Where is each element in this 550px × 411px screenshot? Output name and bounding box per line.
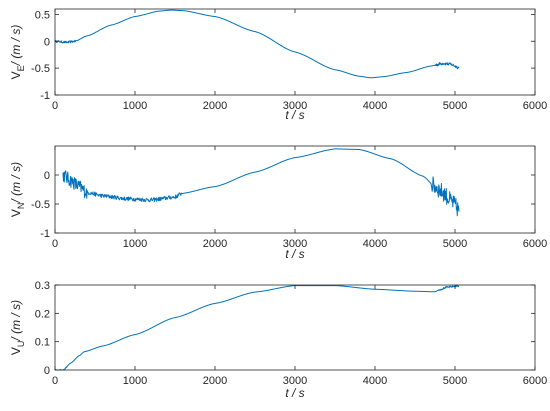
subplot-vu-series-line-1 <box>54 284 460 371</box>
subplot-vu-xtick-label-6: 6000 <box>523 375 547 387</box>
subplot-vn-xtick-label-4: 4000 <box>363 238 387 250</box>
subplot-ve-xtick-label-3: 3000 <box>283 100 307 112</box>
subplot-vn: 0 1000 2000 3000 4000 5000 6000 -1 -0.5 0 t / s V… <box>9 145 547 261</box>
subplot-vn-lines <box>62 148 460 217</box>
subplot-vn-ytick-label-2: 0 <box>44 170 50 182</box>
subplot-ve-xtick-label-2: 2000 <box>203 100 227 112</box>
subplot-ve-ylabel: VE/ (m / s) <box>9 25 26 80</box>
subplot-ve-ytick-label-2: 0 <box>44 36 50 48</box>
subplot-ve-ytick-label-1: -0.5 <box>31 63 50 75</box>
subplot-vn-ticks: 0 1000 2000 3000 4000 5000 6000 -1 -0.5 0 <box>31 146 547 250</box>
subplot-ve-xtick-label-4: 4000 <box>363 100 387 112</box>
subplot-vn-xtick-label-1: 1000 <box>123 238 147 250</box>
subplot-ve-ytick-label-3: 0.5 <box>35 9 50 21</box>
subplot-vu-xlabel: t / s <box>285 386 304 400</box>
subplot-vn-xtick-label-3: 3000 <box>283 238 307 250</box>
subplot-vu-ylabel-main: V <box>9 347 23 355</box>
subplot-ve-ylabel-sub: E <box>16 65 26 71</box>
subplot-vn-axes-box <box>54 145 536 234</box>
subplot-ve-xtick-label-0: 0 <box>52 100 58 112</box>
subplot-vn-ytick-label-0: -1 <box>40 228 50 240</box>
subplot-vu-ylabel-unit: / (m / s) <box>9 300 23 342</box>
subplot-vu-xtick-label-5: 5000 <box>443 375 467 387</box>
subplot-ve-series-line-1 <box>54 9 460 79</box>
subplot-vn-series-line-1 <box>62 148 460 217</box>
subplot-vu-axes-box <box>54 284 536 371</box>
subplot-vu-ytick-label-2: 0.2 <box>35 308 50 320</box>
subplot-vu-xtick-label-3: 3000 <box>283 375 307 387</box>
subplot-ve-xtick-label-5: 5000 <box>443 100 467 112</box>
subplot-ve-ylabel-main: V <box>9 71 23 79</box>
subplot-ve-ticks: 0 1000 2000 3000 4000 5000 6000 -1 -0.5 0 0.5 <box>31 9 547 112</box>
subplot-vn-ylabel: VN/ (m / s) <box>9 162 26 217</box>
subplot-vn-ylabel-unit: / (m / s) <box>9 162 23 204</box>
subplot-vu-ylabel: VU/ (m / s) <box>9 300 26 355</box>
subplot-ve-lines <box>54 9 460 79</box>
subplot-vn-ytick-label-1: -0.5 <box>31 199 50 211</box>
subplot-vn-ylabel-sub: N <box>16 203 26 210</box>
subplot-vn-xtick-label-2: 2000 <box>203 238 227 250</box>
subplot-ve-xtick-label-1: 1000 <box>123 100 147 112</box>
subplot-vn-xlabel: t / s <box>285 247 304 261</box>
subplot-vu-lines <box>54 284 460 371</box>
subplot-ve-xtick-label-6: 6000 <box>523 100 547 112</box>
subplot-vu-ytick-label-1: 0.1 <box>35 337 50 349</box>
subplot-ve: 0 1000 2000 3000 4000 5000 6000 -1 -0.5 0 0.5 t / … <box>9 8 547 122</box>
subplot-ve-ylabel-unit: / (m / s) <box>9 25 23 67</box>
subplot-ve-xlabel: t / s <box>285 108 304 122</box>
subplot-ve-ytick-label-0: -1 <box>40 90 50 102</box>
subplot-vu: 0 1000 2000 3000 4000 5000 6000 0 0.1 0.2 0.3 t / … <box>9 280 547 400</box>
subplot-vu-ytick-label-0: 0 <box>44 365 50 377</box>
subplot-vn-xtick-label-5: 5000 <box>443 238 467 250</box>
subplot-vu-ylabel-sub: U <box>16 341 26 348</box>
subplot-vn-xtick-label-6: 6000 <box>523 238 547 250</box>
subplot-vn-xtick-label-0: 0 <box>52 238 58 250</box>
subplot-vn-ylabel-main: V <box>9 209 23 217</box>
subplot-vu-xtick-label-0: 0 <box>52 375 58 387</box>
subplot-vu-ticks: 0 1000 2000 3000 4000 5000 6000 0 0.1 0.2 0.3 <box>35 280 548 387</box>
subplot-vu-xtick-label-4: 4000 <box>363 375 387 387</box>
subplot-vu-ytick-label-3: 0.3 <box>35 280 50 292</box>
subplot-vu-xtick-label-1: 1000 <box>123 375 147 387</box>
subplot-vu-xtick-label-2: 2000 <box>203 375 227 387</box>
